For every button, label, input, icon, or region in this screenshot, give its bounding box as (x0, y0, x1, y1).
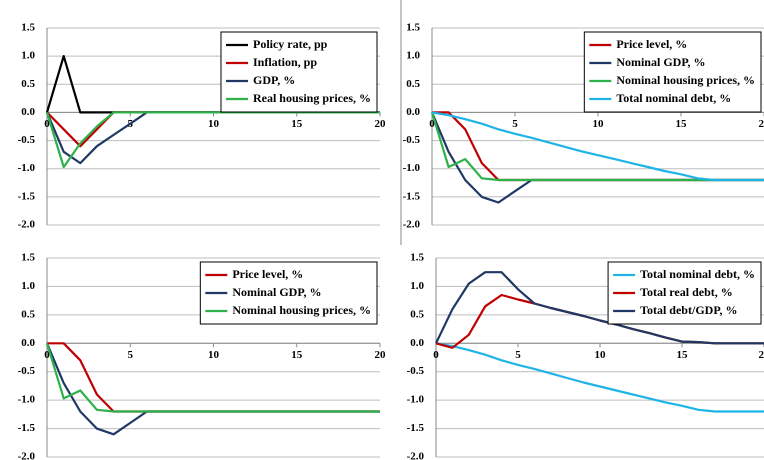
legend-label: Price level, % (232, 267, 303, 281)
y-tick-label: -2.0 (18, 219, 36, 231)
y-tick-label: 1.0 (406, 50, 420, 62)
series-line (435, 271, 764, 345)
x-tick-label: 0 (44, 118, 50, 130)
y-tick-label: 1.0 (21, 280, 35, 292)
y-tick-label: 0.0 (410, 337, 424, 349)
y-tick-label: -0.5 (403, 134, 421, 146)
legend: Policy rate, pp Inflation, pp GDP, % Real h… (220, 31, 378, 113)
y-tick-label: 1.5 (406, 22, 420, 34)
legend-label: Price level, % (616, 37, 687, 51)
x-tick-label: 20 (375, 349, 387, 361)
x-tick-label: 0 (429, 118, 435, 130)
y-tick-label: 1.0 (410, 280, 424, 292)
y-tick-label: -1.0 (18, 394, 36, 406)
x-tick-label: 10 (208, 118, 220, 130)
y-tick-label: -2.0 (407, 451, 425, 460)
x-tick-label: 5 (128, 349, 134, 361)
y-tick-label: 0.5 (21, 308, 35, 320)
x-tick-label: 20 (759, 118, 764, 130)
chart-panel: -2.0 -1.5 -1.0 -0.5 0.0 0.5 1.0 1.5 0 5 10 15 20 Pric… (403, 22, 764, 231)
y-tick-label: -0.5 (18, 134, 36, 146)
legend-label: Nominal GDP, % (616, 55, 705, 69)
y-tick-label: 0.0 (21, 106, 35, 118)
chart-panel: -2.0 -1.5 -1.0 -0.5 0.0 0.5 1.0 1.5 0 5 10 15 20 Pric… (18, 252, 386, 460)
x-tick-label: 10 (595, 349, 607, 361)
legend-label: Total real debt, % (640, 285, 733, 299)
y-tick-label: 1.5 (21, 252, 35, 264)
legend-label: Total nominal debt, % (640, 267, 755, 281)
y-tick-label: -1.5 (18, 190, 36, 202)
legend-label: Total debt/GDP, % (640, 303, 737, 317)
x-tick-label: 15 (676, 118, 688, 130)
x-tick-label: 20 (375, 118, 387, 130)
legend-box (199, 261, 378, 325)
x-tick-label: 15 (291, 118, 303, 130)
legend: Price level, % Nominal GDP, % Nominal hous… (199, 261, 378, 325)
y-tick-label: -0.5 (407, 365, 425, 377)
series-line (45, 342, 380, 413)
series-line (431, 111, 764, 182)
x-tick-label: 5 (512, 118, 518, 130)
y-tick-label: 1.5 (410, 252, 424, 264)
legend: Price level, % Nominal GDP, % Nominal hous… (583, 31, 762, 113)
y-tick-label: -0.5 (18, 365, 36, 377)
y-tick-label: 1.0 (21, 50, 35, 62)
legend-box (583, 31, 762, 113)
x-tick-label: 15 (677, 349, 689, 361)
x-tick-label: 20 (759, 349, 764, 361)
y-tick-label: 0.5 (406, 78, 420, 90)
y-tick-label: -1.0 (18, 162, 36, 174)
legend-label: Policy rate, pp (253, 37, 328, 51)
x-tick-label: 15 (291, 349, 303, 361)
y-tick-label: -1.0 (403, 162, 421, 174)
y-tick-label: -1.5 (407, 422, 425, 434)
x-tick-label: 10 (208, 349, 220, 361)
legend-label: Inflation, pp (253, 55, 317, 69)
y-tick-label: 0.5 (410, 308, 424, 320)
legend-label: GDP, % (253, 73, 295, 87)
y-tick-label: -2.0 (403, 219, 421, 231)
legend-label: Nominal housing prices, % (232, 303, 371, 317)
legend: Total nominal debt, % Total real debt, % T… (607, 261, 762, 325)
y-tick-label: -1.5 (18, 422, 36, 434)
y-tick-label: 0.0 (21, 337, 35, 349)
legend-label: Total nominal debt, % (616, 91, 731, 105)
chart-panel: -2.0-1.5-1.0-0.50.00.51.01.50 5 10 15 20Poli… (18, 22, 386, 231)
x-tick-label: 10 (593, 118, 605, 130)
y-tick-label: -2.0 (18, 451, 36, 460)
x-tick-label: 0 (433, 349, 439, 361)
legend-label: Nominal housing prices, % (616, 73, 755, 87)
y-tick-label: -1.5 (403, 190, 421, 202)
chart-panel: -2.0 -1.5 -1.0 -0.5 0.0 0.5 1.0 1.5 0 5 10 15 20 Tota… (407, 252, 764, 460)
y-tick-label: 0.0 (406, 106, 420, 118)
x-tick-label: 5 (515, 349, 521, 361)
y-tick-label: 0.5 (21, 78, 35, 90)
y-tick-label: 1.5 (21, 22, 35, 34)
legend-label: Nominal GDP, % (232, 285, 321, 299)
x-tick-label: 0 (44, 349, 50, 361)
y-tick-label: -1.0 (407, 394, 425, 406)
legend-label: Real housing prices, % (253, 91, 371, 105)
series-line (435, 342, 764, 413)
